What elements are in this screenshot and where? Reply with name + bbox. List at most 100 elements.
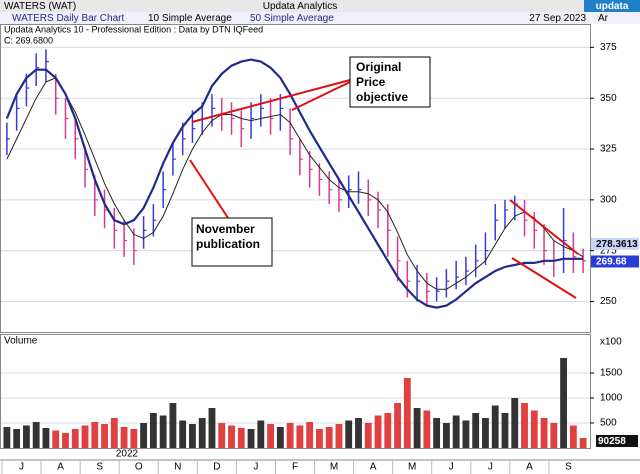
volume-bar	[433, 418, 441, 448]
annotation-box	[349, 56, 431, 108]
volume-bar	[169, 403, 177, 448]
volume-bar	[120, 427, 128, 448]
volume-bar	[81, 425, 89, 448]
x-tick-label: A	[57, 462, 64, 473]
y-tick-label: 325	[600, 144, 617, 155]
x-tick-label: O	[135, 462, 143, 473]
volume-bar	[218, 423, 226, 448]
volume-bar	[530, 410, 538, 448]
chart-title: WATERS Daily Bar Chart	[12, 13, 124, 24]
volume-bar	[237, 428, 245, 448]
volume-bar	[130, 429, 138, 448]
volume-bar	[550, 423, 558, 448]
legend-ma10: 10 Simple Average	[148, 13, 232, 24]
y-tick-label: 1500	[600, 368, 623, 379]
ma50-line	[5, 58, 584, 309]
last-close: C: 269.6800	[4, 35, 53, 45]
volume-bar	[394, 403, 401, 448]
price-frame	[0, 24, 591, 333]
trend-lines	[189, 79, 579, 299]
app-name: Updata Analytics	[263, 1, 338, 12]
volume-bar	[52, 430, 60, 448]
annotation: Original	[356, 60, 401, 74]
volume-bar	[335, 424, 343, 448]
volume-bar	[560, 358, 568, 448]
volume-bar	[423, 410, 431, 448]
ticker: WATERS (WAT)	[4, 1, 76, 12]
volume-bar	[452, 415, 460, 448]
x-tick-label: J	[253, 462, 258, 473]
edition: Updata Analytics 10 - Professional Editi…	[4, 24, 263, 34]
volume-bar	[22, 425, 30, 448]
ma10-line	[6, 77, 584, 290]
x-tick-label: F	[292, 462, 298, 473]
volume-bar	[149, 413, 157, 448]
x-tick-label: M	[408, 462, 416, 473]
volume-bar	[521, 403, 528, 448]
volume-bar	[355, 418, 362, 448]
volume-bar	[501, 413, 509, 448]
x-tick-label: A	[370, 462, 377, 473]
volume-bar	[374, 415, 382, 448]
annotation: publication	[196, 237, 260, 251]
y-tick-label: 350	[600, 93, 617, 104]
volume-bar	[472, 413, 480, 448]
annotation: objective	[356, 90, 408, 104]
x-tick-label: D	[213, 462, 220, 473]
volume-bar	[32, 422, 40, 448]
y-tick-label: 1000	[600, 393, 623, 404]
volume-bar	[13, 429, 21, 448]
y-tick-label: 275	[600, 245, 617, 256]
logo-box	[584, 0, 640, 12]
x-tick-label: N	[174, 462, 181, 473]
volume-bar	[364, 423, 372, 448]
volume-bar	[403, 378, 411, 448]
volume-bar	[198, 418, 206, 448]
volume-bar	[179, 420, 187, 448]
price-label: 269.68	[596, 257, 627, 268]
y-tick-label: 300	[600, 194, 617, 205]
x-tick-label: J	[488, 462, 493, 473]
x-tick-label: J	[449, 462, 454, 473]
logo: updata	[596, 1, 629, 12]
volume-bar	[462, 420, 470, 448]
volume-last: 90258	[598, 436, 626, 447]
annotation: Price	[356, 75, 386, 89]
y-tick-label: 500	[600, 418, 617, 429]
volume-bar	[345, 420, 353, 448]
volume-bar	[62, 433, 69, 448]
volume-bar	[247, 429, 255, 448]
x-tick-label: J	[19, 462, 24, 473]
volume-bar	[482, 418, 489, 448]
annotation: November	[196, 222, 255, 236]
year-label: 2022	[116, 449, 139, 460]
x-tick-label: S	[96, 462, 103, 473]
axis-label: Ar	[598, 13, 609, 24]
volume-bar	[3, 427, 11, 448]
y-tick-label: 375	[600, 42, 617, 53]
volume-bar	[71, 429, 79, 448]
volume-bar	[101, 424, 108, 448]
volume-bar	[208, 408, 216, 448]
volume-bar	[110, 418, 118, 448]
volume-last-box	[596, 435, 638, 447]
volume-bar	[267, 424, 275, 448]
annotation-box	[191, 217, 273, 267]
title-bar	[0, 12, 640, 24]
volume-bar	[257, 420, 265, 448]
volume-bar	[413, 408, 421, 448]
volume-bar	[228, 425, 235, 448]
volume-bar	[325, 427, 333, 448]
volume-label: Volume	[4, 336, 38, 347]
x-tick-label: M	[330, 462, 338, 473]
volume-bar	[189, 424, 196, 448]
volume-bar	[276, 427, 284, 448]
volume-bar	[491, 405, 499, 448]
x-tick-label: S	[565, 462, 572, 473]
volume-bar	[579, 438, 587, 448]
volume-bar	[384, 413, 392, 448]
volume-bar	[569, 425, 577, 448]
volume-bar	[42, 428, 50, 448]
volume-bar	[286, 423, 294, 448]
